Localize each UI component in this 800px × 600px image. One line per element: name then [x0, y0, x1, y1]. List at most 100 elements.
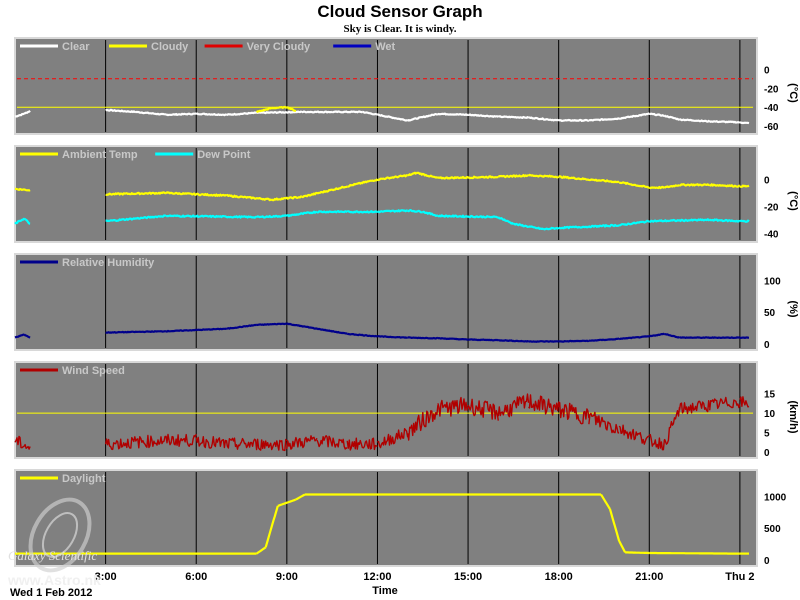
series-line: [498, 115, 530, 120]
series-line: [286, 106, 297, 113]
series-line: [255, 546, 267, 555]
series-line: [664, 333, 681, 339]
x-axis-title: Time: [372, 585, 397, 597]
y-tick-label: 0: [764, 175, 770, 186]
series-line: [105, 191, 167, 196]
series-line: [165, 327, 227, 333]
legend-label: Ambient Temp: [62, 149, 138, 161]
series-line: [528, 225, 545, 231]
series-line: [377, 113, 408, 122]
series-line: [331, 110, 363, 114]
series-line: [618, 112, 650, 120]
series-line: [225, 193, 273, 202]
panel-daylight: 1000 500 0 Daylight: [14, 469, 787, 567]
series-line: [23, 333, 31, 339]
series-line: [512, 222, 529, 228]
series-line: [255, 106, 273, 114]
legend-label: Very Cloudy: [247, 41, 311, 53]
y-tick-label: 0: [764, 340, 770, 351]
legend-label: Dew Point: [197, 149, 251, 161]
y-tick-label: 100: [764, 276, 781, 287]
series-line: [663, 407, 681, 445]
series-line: [407, 209, 423, 214]
series-line: [624, 551, 650, 555]
series-line: [679, 118, 711, 123]
series-line: [528, 340, 560, 343]
y-tick-label: 1000: [764, 492, 787, 503]
series-line: [618, 540, 627, 553]
series-line: [377, 209, 408, 214]
y-tick-label: -40: [764, 103, 779, 114]
series-line: [739, 336, 750, 339]
series-line: [346, 437, 378, 451]
panel-humidity: 100 50 0 (%) Relative Humidity: [14, 253, 799, 351]
series-line: [301, 110, 333, 114]
panels: 0-20-40-60(°C)Clear Cloudy Very Cloudy Wet0…: [14, 37, 799, 567]
series-line: [588, 223, 620, 229]
series-line: [528, 394, 560, 416]
series-line: [709, 120, 741, 124]
series-line: [739, 396, 750, 408]
y-tick-label: 500: [764, 524, 781, 535]
series-line: [195, 436, 227, 449]
x-tick-label: 15:00: [454, 571, 482, 583]
y-tick-label: 0: [764, 556, 770, 567]
series-line: [316, 435, 348, 450]
series-line: [739, 184, 750, 188]
series-line: [437, 175, 499, 180]
series-line: [264, 505, 279, 548]
series-line: [528, 116, 560, 122]
x-tick-label: 6:00: [185, 571, 207, 583]
y-tick-label: -20: [764, 202, 779, 213]
series-line: [14, 435, 31, 450]
series-line: [14, 333, 25, 339]
series-line: [588, 117, 620, 122]
x-axis: 3:00 6:00 9:00 12:00 15:00 18:00 21:00 Thu 2: [95, 571, 755, 583]
series-line: [679, 336, 741, 339]
y-tick-label: 0: [764, 448, 770, 459]
series-line: [256, 110, 303, 115]
x-tick-label: 3:00: [95, 571, 117, 583]
panel-frame: [14, 37, 758, 135]
series-line: [437, 112, 469, 117]
series-line: [437, 396, 469, 417]
y-tick-label: -60: [764, 122, 779, 133]
series-line: [618, 181, 650, 189]
legend-label: Wind Speed: [62, 365, 125, 377]
series-line: [316, 327, 348, 335]
series-line: [527, 173, 560, 179]
series-line: [437, 337, 469, 341]
panel-temp: 0 -20 -40 (°C) Ambient Temp Dew Point: [14, 145, 799, 243]
series-line: [497, 393, 530, 418]
y-tick-label: 10: [764, 409, 776, 420]
series-line: [225, 437, 288, 452]
series-line: [679, 183, 710, 187]
series-line: [437, 214, 499, 219]
x-tick-label: 9:00: [276, 571, 298, 583]
series-line: [165, 433, 197, 447]
series-line: [286, 322, 318, 330]
panel-frame: [14, 253, 758, 351]
series-line: [226, 111, 257, 116]
series-line: [649, 218, 711, 223]
series-line: [618, 424, 650, 445]
series-line: [407, 336, 438, 340]
galaxy-logo: [28, 497, 92, 573]
series-line: [271, 105, 287, 110]
series-line: [739, 121, 750, 125]
series-line: [165, 191, 228, 197]
legend-label: Wet: [375, 41, 395, 53]
series-line: [165, 214, 258, 219]
unit-label: (°C): [787, 191, 799, 211]
unit-label: (km/h): [787, 401, 799, 434]
y-tick-label: 50: [764, 308, 776, 319]
series-line: [23, 109, 31, 115]
series-line: [467, 113, 499, 118]
series-line: [407, 405, 439, 441]
series-line: [497, 216, 515, 226]
series-line: [135, 110, 167, 116]
series-line: [301, 185, 348, 199]
series-line: [256, 322, 287, 327]
series-line: [105, 214, 167, 222]
